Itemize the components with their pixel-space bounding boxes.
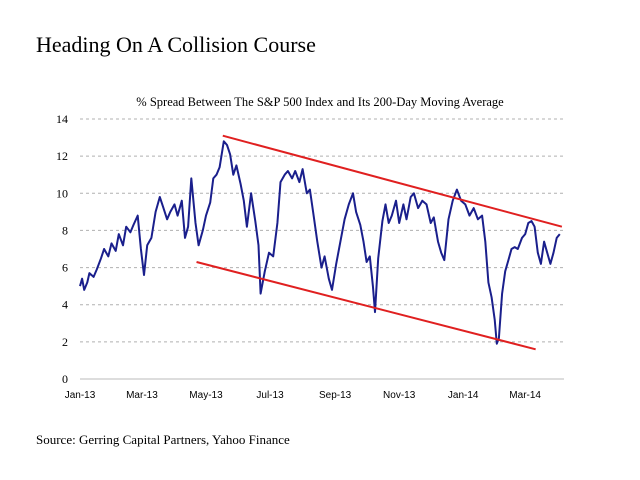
y-axis-ticks: 0 2 4 6 8 10 12 14 (56, 112, 68, 386)
x-tick-label: May-13 (189, 390, 223, 401)
page-title: Heading On A Collision Course (36, 32, 316, 57)
upper-trendline (222, 134, 563, 228)
x-tick-label: Jan-13 (65, 390, 96, 401)
lower-trendline (196, 261, 536, 351)
y-tick-label: 10 (56, 186, 68, 200)
chart-title: % Spread Between The S&P 500 Index and I… (136, 95, 504, 109)
trendlines (196, 134, 563, 351)
x-tick-label: Mar-14 (509, 390, 541, 401)
source-note: Source: Gerring Capital Partners, Yahoo … (36, 432, 290, 447)
x-axis-ticks: Jan-13 Mar-13 May-13 Jul-13 Sep-13 Nov-13 Jan-… (65, 390, 542, 401)
x-tick-label: Nov-13 (383, 390, 416, 401)
grid (80, 118, 564, 380)
y-tick-label: 12 (56, 149, 68, 163)
y-tick-label: 2 (62, 335, 68, 349)
series-line (79, 140, 561, 345)
x-tick-label: Jan-14 (448, 390, 479, 401)
x-tick-label: Mar-13 (126, 390, 158, 401)
y-tick-label: 6 (62, 261, 68, 275)
x-tick-label: Sep-13 (319, 390, 352, 401)
y-tick-label: 4 (62, 298, 68, 312)
series (79, 140, 561, 345)
x-tick-label: Jul-13 (256, 390, 284, 401)
y-tick-label: 8 (62, 223, 68, 237)
y-tick-label: 0 (62, 372, 68, 386)
y-tick-label: 14 (56, 112, 68, 126)
